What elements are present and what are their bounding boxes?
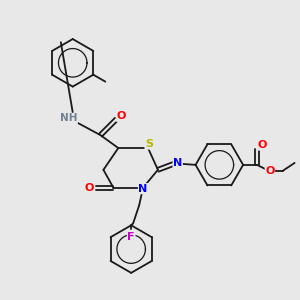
Text: O: O: [265, 166, 274, 176]
Text: N: N: [173, 158, 182, 168]
Text: F: F: [128, 232, 135, 242]
Text: NH: NH: [60, 113, 77, 123]
Text: S: S: [145, 139, 153, 149]
Text: O: O: [85, 183, 94, 193]
Text: N: N: [138, 184, 148, 194]
Text: O: O: [117, 111, 126, 121]
Text: O: O: [257, 140, 267, 150]
